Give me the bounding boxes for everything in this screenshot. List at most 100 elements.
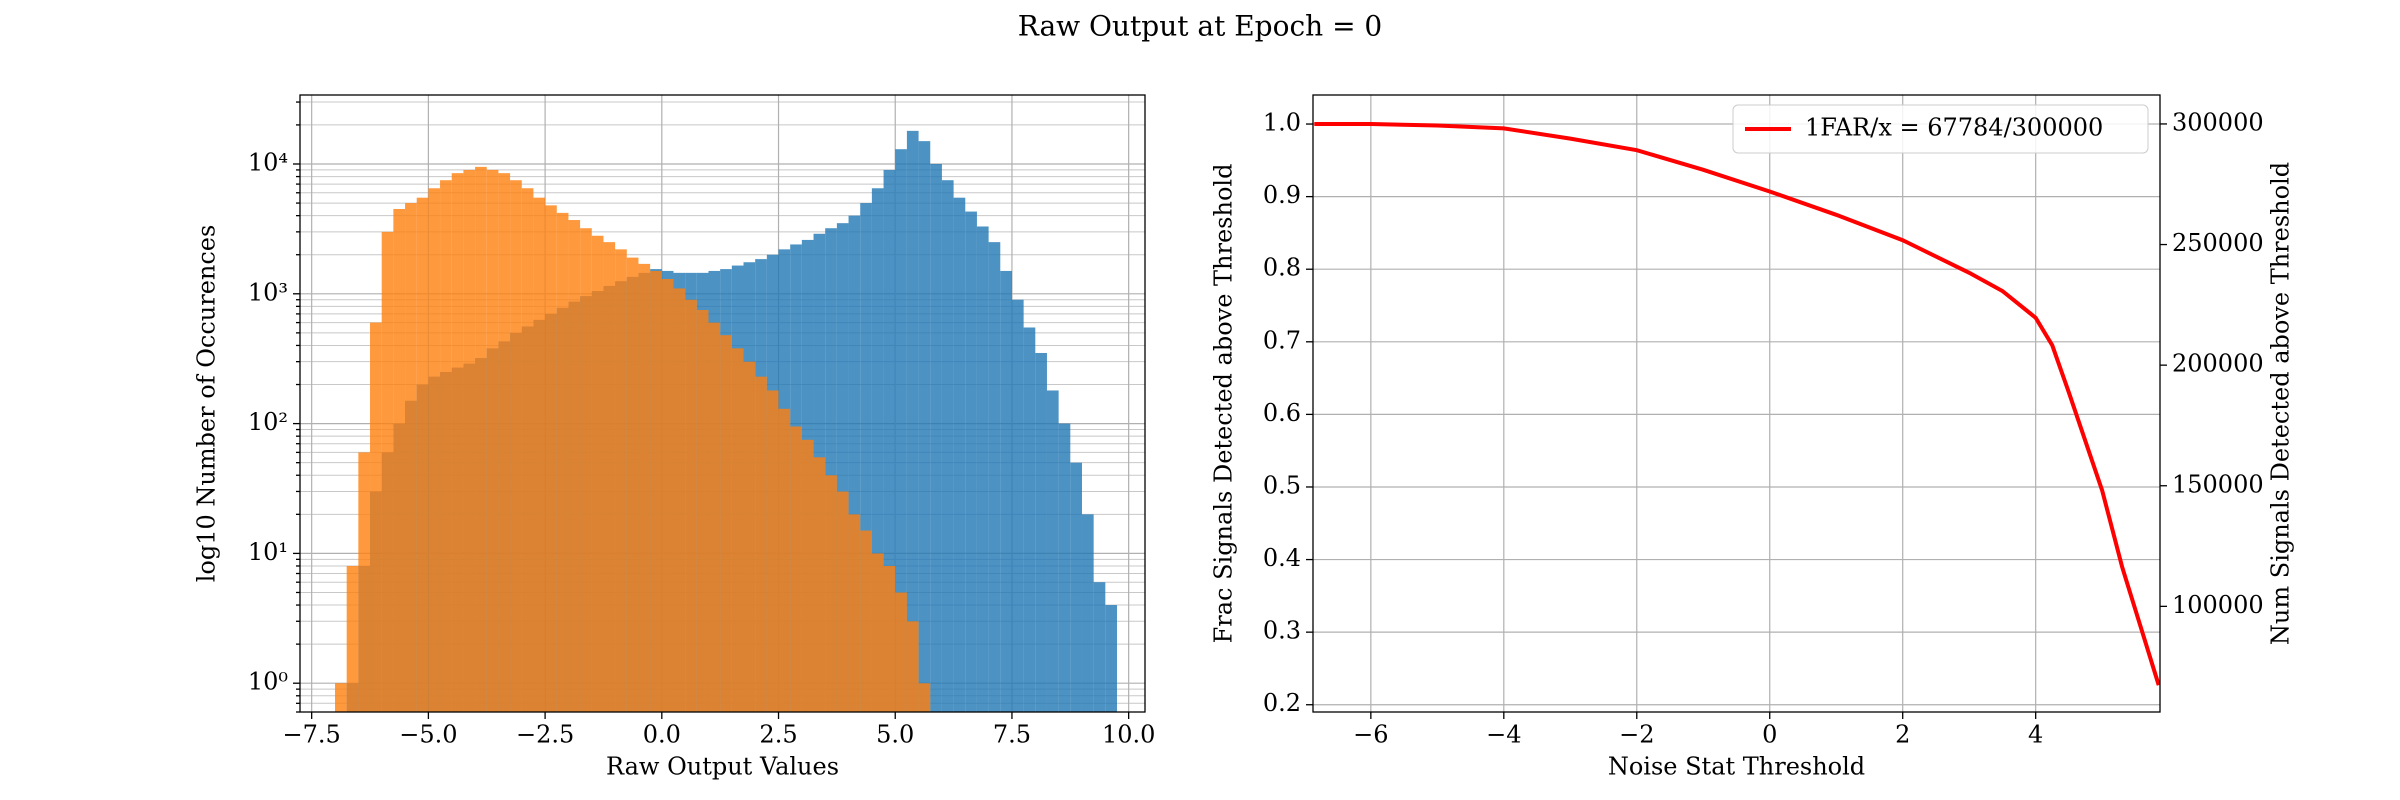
histogram-bar: [895, 149, 907, 713]
histogram-bar: [801, 439, 814, 712]
y2-tick-label: 200000: [2172, 350, 2264, 378]
y2-axis-label: Num Signals Detected above Threshold: [2267, 162, 2295, 645]
y2-tick-label: 100000: [2172, 591, 2264, 619]
histogram-bar: [580, 228, 592, 712]
histogram-bar: [568, 220, 581, 712]
histogram-bar: [393, 209, 406, 712]
histogram-bar: [883, 565, 896, 712]
histogram-bar: [790, 426, 802, 712]
histogram-bar: [416, 197, 429, 713]
x-tick-label: 5.0: [876, 721, 914, 749]
histogram-bar: [510, 180, 522, 712]
histogram-bar: [825, 475, 837, 712]
histogram-bar: [486, 169, 499, 712]
histogram-bar: [918, 683, 931, 712]
y-tick-label: 10⁰: [248, 668, 288, 696]
x-tick-label: 4: [2028, 721, 2043, 749]
x-tick-label: −4: [1486, 721, 1521, 749]
histogram-bar: [953, 197, 966, 713]
x-tick-label: −5.0: [399, 721, 457, 749]
grid: [1313, 95, 2160, 712]
plot-data: [1314, 122, 2160, 686]
x-axis-label: Noise Stat Threshold: [1608, 753, 1865, 781]
histogram-bar: [1035, 352, 1047, 712]
x-tick-label: 10.0: [1102, 721, 1155, 749]
histogram-bar: [498, 173, 511, 713]
histogram-bar: [918, 141, 931, 712]
x-tick-label: −2.5: [516, 721, 574, 749]
legend-box: [1732, 104, 2149, 154]
y2-tick-label: 150000: [2172, 470, 2264, 498]
histogram-bar: [661, 279, 674, 712]
histogram-bar: [615, 249, 627, 712]
histogram-bar: [848, 514, 861, 712]
histogram-bar: [906, 130, 919, 712]
histogram-bar: [1105, 605, 1117, 712]
histogram-bar: [463, 169, 476, 712]
histogram-bar: [976, 226, 989, 713]
histogram-bar: [428, 188, 441, 713]
histogram-bar: [475, 166, 487, 713]
histogram-bar: [1093, 582, 1106, 712]
histogram-bar: [451, 173, 464, 713]
y-axis-label: Frac Signals Detected above Threshold: [1210, 164, 1238, 644]
histogram-bar: [941, 180, 954, 712]
histogram-bar: [1081, 514, 1094, 712]
x-axis-label: Raw Output Values: [606, 753, 839, 781]
histogram-bar: [1070, 462, 1082, 712]
histogram-bar: [591, 235, 604, 713]
x-tick-label: 2.5: [759, 721, 797, 749]
histogram-bar: [545, 205, 557, 713]
plot-data: [335, 130, 1117, 713]
x-tick-label: −7.5: [283, 721, 341, 749]
y-tick-label: 10¹: [248, 538, 288, 566]
x-tick-label: 2: [1895, 721, 1910, 749]
y-tick-label: 0.8: [1263, 254, 1301, 282]
histogram-bar: [988, 242, 1001, 712]
histogram-bar: [638, 263, 651, 712]
histogram-bar: [1011, 299, 1024, 712]
histogram-bar: [533, 197, 546, 713]
line: [1314, 122, 2160, 686]
histogram-bar: [731, 348, 744, 712]
y-tick-label: 10⁴: [248, 148, 288, 176]
histogram-bar: [836, 223, 849, 712]
histogram-bar: [335, 683, 347, 712]
y-tick-label: 1.0: [1263, 109, 1301, 137]
histogram-bar: [895, 592, 907, 712]
histogram-bar: [650, 270, 662, 712]
histogram-bar: [825, 228, 837, 712]
histogram-bar: [1058, 423, 1071, 712]
histogram-bar: [906, 621, 919, 712]
histogram-bar: [883, 169, 896, 712]
y-tick-label: 0.6: [1263, 399, 1301, 427]
y2-tick-label: 300000: [2172, 108, 2264, 136]
y-axis-label: log10 Number of Occurences: [193, 225, 221, 583]
histogram-bar: [1000, 270, 1012, 712]
histogram-bar: [860, 530, 872, 712]
histogram-bar: [708, 322, 721, 712]
histogram-bar: [685, 299, 697, 712]
histogram-bar: [836, 491, 849, 712]
histogram-bar: [556, 212, 569, 712]
y-tick-label: 10²: [248, 408, 288, 436]
histogram-bar: [603, 242, 616, 712]
histogram-bar: [871, 553, 884, 712]
x-tick-label: 0: [1762, 721, 1777, 749]
histogram-bar: [1023, 327, 1036, 712]
histogram-bar: [440, 180, 452, 712]
histogram-bar: [766, 390, 779, 712]
histogram-bar: [1046, 390, 1059, 712]
histogram-bar: [521, 188, 534, 713]
histogram-bar: [848, 215, 861, 713]
histogram-bar: [743, 361, 756, 712]
y-tick-label: 0.4: [1263, 544, 1301, 572]
histogram-bar: [860, 203, 872, 713]
histogram-bar: [720, 335, 732, 712]
x-tick-label: 0.0: [643, 721, 681, 749]
y-tick-label: 0.7: [1263, 326, 1301, 354]
histogram-bar: [405, 203, 417, 713]
plot-frame: [1312, 94, 2161, 713]
histogram-bar: [381, 231, 394, 713]
legend-label: 1FAR/x = 67784/300000: [1805, 114, 2103, 142]
